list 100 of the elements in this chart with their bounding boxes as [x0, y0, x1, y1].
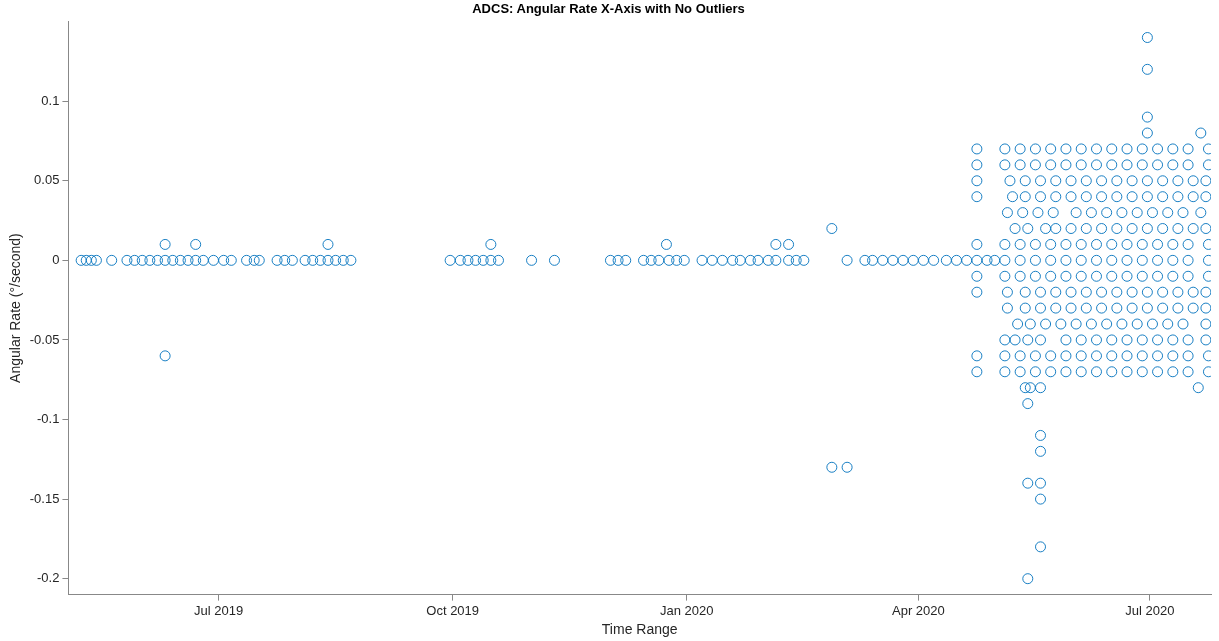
point — [612, 254, 624, 266]
point — [877, 254, 889, 266]
point — [971, 254, 983, 266]
point — [1035, 302, 1046, 314]
point — [1126, 191, 1138, 203]
point — [1096, 223, 1108, 234]
point — [1152, 350, 1164, 362]
point — [1121, 270, 1133, 282]
point — [1080, 191, 1092, 203]
point — [1022, 573, 1034, 585]
point — [1035, 541, 1046, 553]
point — [337, 254, 349, 266]
point — [1045, 238, 1057, 250]
point — [190, 238, 202, 250]
point — [1121, 159, 1133, 171]
point — [1182, 238, 1194, 250]
point — [1065, 302, 1077, 314]
point — [1029, 366, 1041, 378]
point — [1187, 223, 1199, 234]
point — [1075, 334, 1087, 346]
point — [1014, 350, 1026, 362]
point — [1141, 223, 1153, 234]
point — [1167, 270, 1179, 282]
point — [999, 238, 1011, 250]
point — [549, 254, 560, 266]
point — [208, 254, 219, 266]
point — [1032, 207, 1044, 219]
point — [526, 254, 538, 266]
point — [1060, 270, 1072, 282]
x-axis-title: Time Range — [601, 621, 678, 638]
point — [1022, 477, 1034, 489]
point — [716, 254, 728, 266]
point — [1152, 270, 1164, 282]
point — [1182, 143, 1194, 155]
point — [1085, 318, 1097, 330]
point — [1045, 159, 1057, 171]
point — [999, 334, 1011, 346]
point — [1019, 175, 1031, 187]
point — [1024, 318, 1036, 330]
point — [1195, 127, 1207, 139]
point — [1019, 382, 1031, 394]
point — [1091, 238, 1102, 250]
point — [85, 254, 97, 266]
point — [1195, 207, 1207, 219]
point — [1050, 286, 1062, 298]
point — [1101, 207, 1113, 219]
x-tick-label: Oct 2019 — [426, 602, 480, 618]
point — [299, 254, 311, 266]
point — [1116, 318, 1128, 330]
point — [1157, 302, 1169, 314]
point — [80, 254, 92, 266]
point — [1131, 207, 1143, 219]
point — [1126, 223, 1138, 234]
point — [286, 254, 298, 266]
point — [90, 254, 102, 266]
point — [1019, 302, 1031, 314]
point — [1106, 143, 1118, 155]
point — [1035, 175, 1046, 187]
point — [1019, 191, 1031, 203]
point — [678, 254, 690, 266]
point — [1121, 143, 1133, 155]
point — [1147, 207, 1158, 219]
point — [859, 254, 871, 266]
point — [190, 254, 202, 266]
point — [897, 254, 909, 266]
chart-title: ADCS: Angular Rate X-Axis with No Outliers — [472, 1, 745, 17]
point — [1136, 366, 1148, 378]
point — [1065, 175, 1077, 187]
point — [1096, 286, 1108, 298]
point — [653, 254, 665, 266]
point — [1182, 159, 1194, 171]
point — [770, 254, 782, 266]
point — [1022, 398, 1034, 410]
point — [1121, 366, 1133, 378]
point — [1200, 334, 1211, 346]
point — [1136, 270, 1148, 282]
point — [121, 254, 133, 266]
point — [225, 254, 237, 266]
point — [928, 254, 940, 266]
point — [1060, 238, 1072, 250]
point — [1060, 350, 1072, 362]
point — [279, 254, 291, 266]
point — [1200, 191, 1211, 203]
point — [1167, 143, 1179, 155]
point — [1111, 223, 1123, 234]
point — [638, 254, 649, 266]
x-tick-label: Jul 2019 — [193, 602, 244, 618]
point — [136, 254, 148, 266]
point — [1167, 159, 1179, 171]
point — [1050, 302, 1062, 314]
x-tick-label: Jul 2020 — [1125, 602, 1175, 618]
point — [1172, 191, 1184, 203]
point — [1182, 350, 1194, 362]
point — [1080, 175, 1092, 187]
point — [1070, 207, 1082, 219]
point — [999, 159, 1011, 171]
point — [1012, 318, 1024, 330]
point — [322, 238, 334, 250]
point — [1019, 286, 1031, 298]
point — [1141, 302, 1153, 314]
